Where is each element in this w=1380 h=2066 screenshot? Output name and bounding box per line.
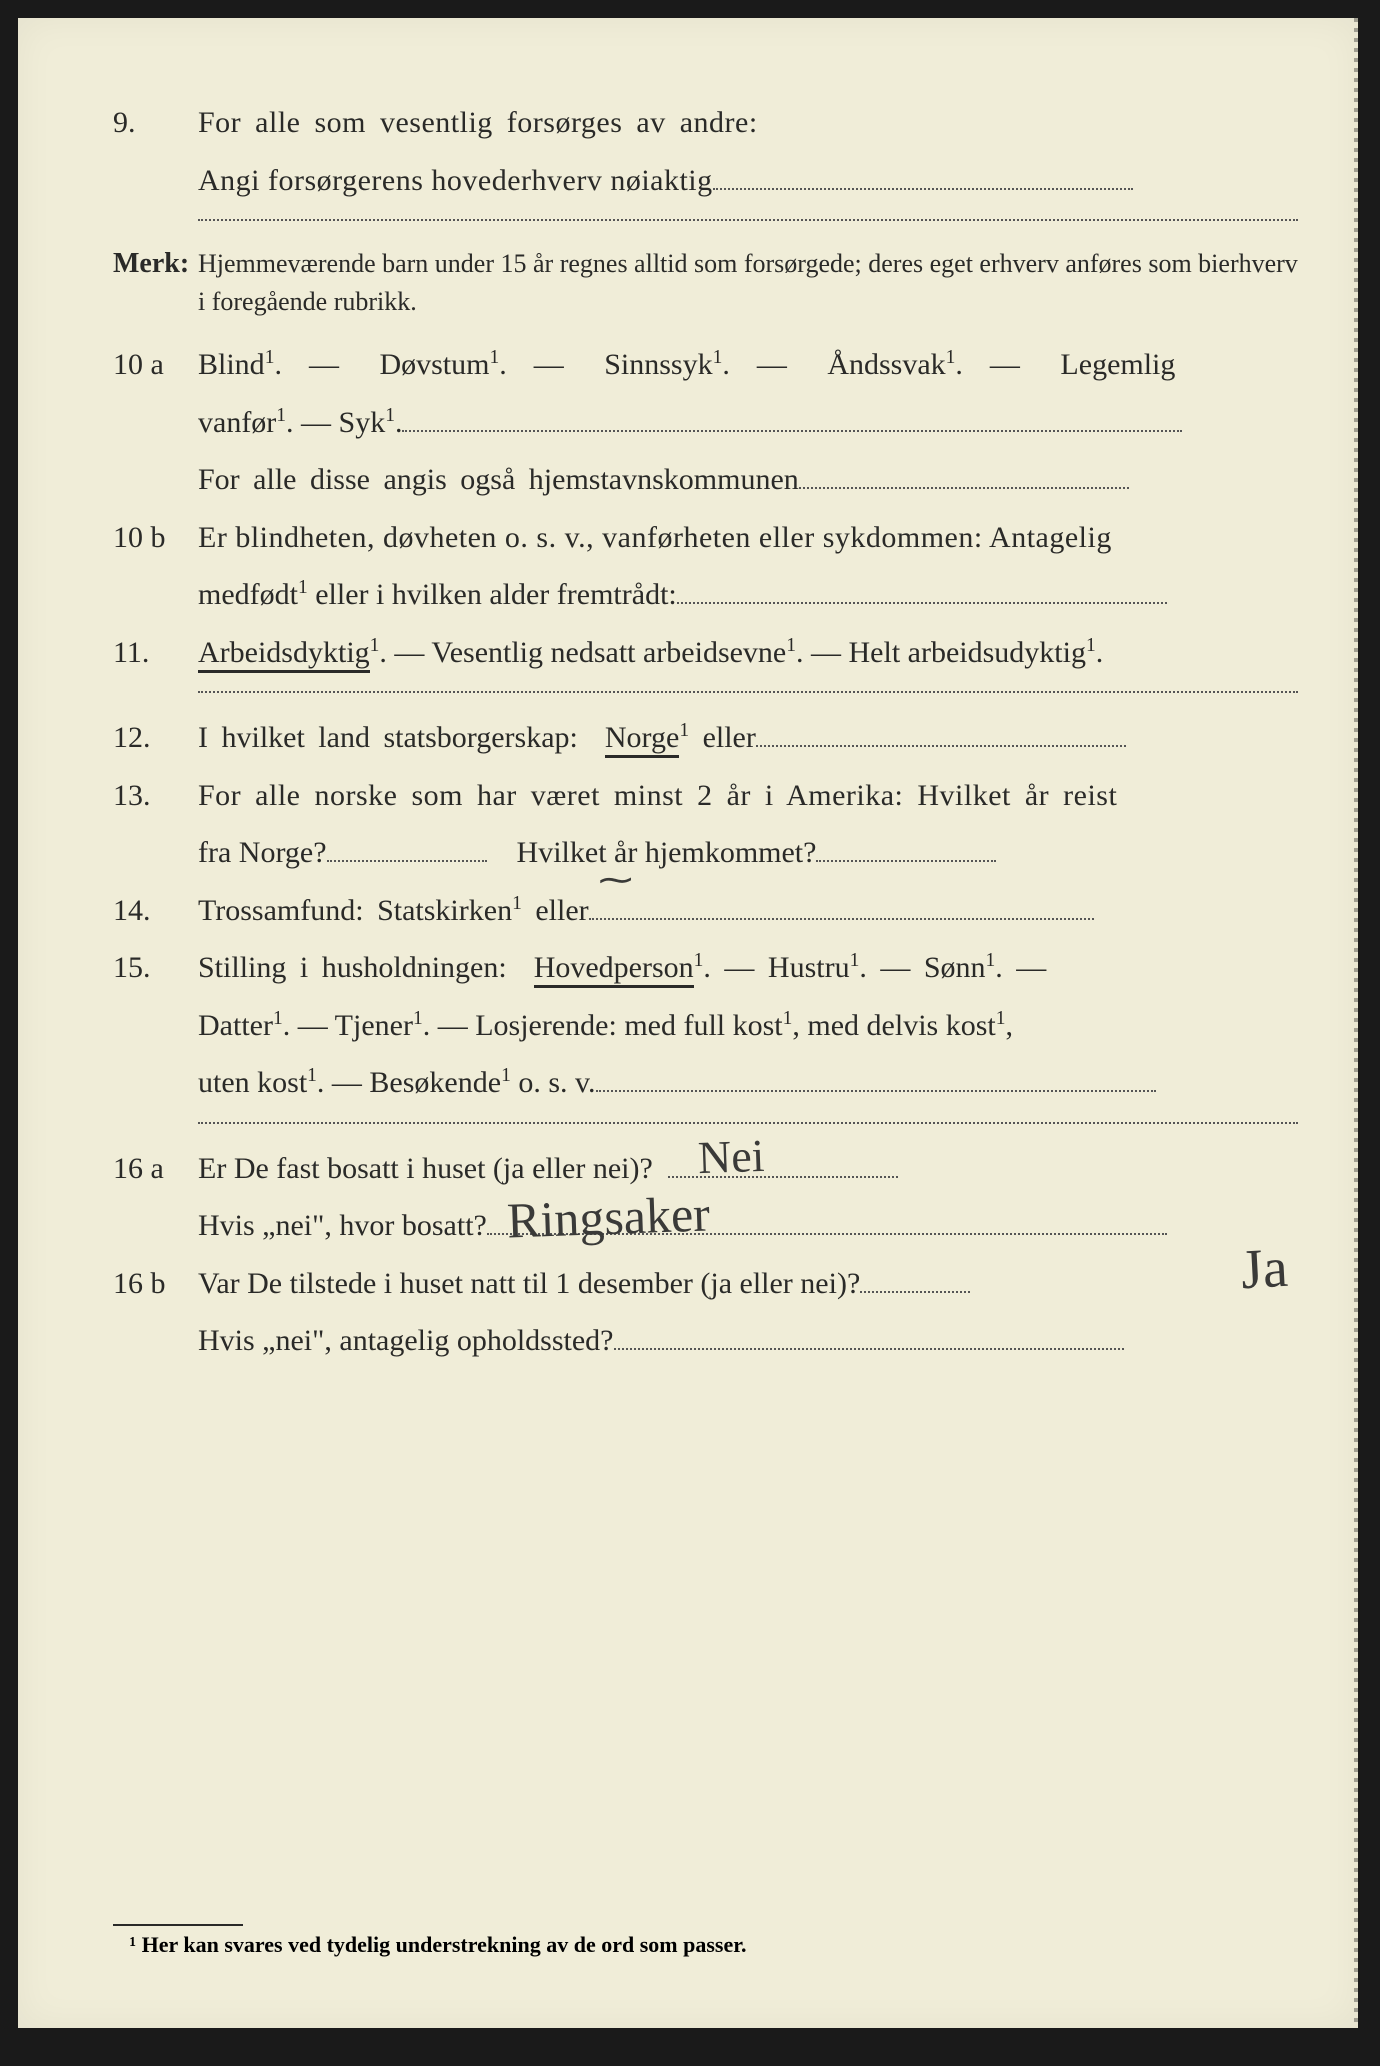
census-form-page: 9. For alle som vesentlig forsørges av a… bbox=[18, 18, 1358, 2028]
merk-label: Merk: bbox=[113, 241, 198, 287]
fill-line[interactable] bbox=[596, 1063, 1156, 1092]
form-content: 9. For alle som vesentlig forsørges av a… bbox=[113, 98, 1298, 1374]
q10b-number: 10 b bbox=[113, 513, 198, 563]
q13-line1: For alle norske som har været minst 2 år… bbox=[198, 771, 1298, 821]
handwritten-answer-16b: Ja bbox=[1239, 1222, 1290, 1317]
q11-underlined: Arbeidsdyktig bbox=[198, 636, 370, 673]
merk-note: Merk: Hjemmeværende barn under 15 år reg… bbox=[113, 241, 1298, 320]
footnote-text: ¹ Her kan svares ved tydelig understrekn… bbox=[113, 1932, 1298, 1958]
question-16b: 16 b Var De tilstede i huset natt til 1 … bbox=[113, 1259, 1298, 1309]
q10a-number: 10 a bbox=[113, 340, 198, 390]
q12-underlined: Norge bbox=[605, 721, 679, 758]
fill-line[interactable] bbox=[816, 833, 996, 862]
fill-line[interactable]: Ringsaker bbox=[487, 1206, 1167, 1235]
q15-underlined: Hovedperson bbox=[534, 951, 694, 988]
fill-line[interactable] bbox=[614, 1321, 1124, 1350]
q15-line2: Datter1. — Tjener1. — Losjerende: med fu… bbox=[113, 1001, 1298, 1051]
q10a-line2: vanfør1. — Syk1. bbox=[113, 398, 1298, 448]
q10a-line3: For alle disse angis også hjemstavnskomm… bbox=[113, 455, 1298, 505]
dotted-rule bbox=[198, 219, 1298, 221]
fill-line[interactable] bbox=[799, 460, 1129, 489]
q16a-number: 16 a bbox=[113, 1144, 198, 1194]
fill-line[interactable] bbox=[860, 1264, 970, 1293]
q9-line2-text: Angi forsørgerens hovederhverv nøiaktig bbox=[198, 164, 713, 197]
fill-line[interactable] bbox=[327, 833, 487, 862]
fill-line[interactable] bbox=[677, 575, 1167, 604]
question-12: 12. I hvilket land statsborgerskap: Norg… bbox=[113, 713, 1298, 763]
q16b-number: 16 b bbox=[113, 1259, 198, 1309]
q9-number: 9. bbox=[113, 98, 198, 148]
handwritten-mark: ⁓ bbox=[599, 853, 633, 909]
fill-line[interactable]: ⁓ bbox=[589, 891, 1094, 920]
fill-line[interactable] bbox=[756, 718, 1126, 747]
fill-line[interactable] bbox=[713, 161, 1133, 190]
question-10b: 10 b Er blindheten, døvheten o. s. v., v… bbox=[113, 513, 1298, 563]
question-13: 13. For alle norske som har været minst … bbox=[113, 771, 1298, 821]
q11-number: 11. bbox=[113, 628, 198, 678]
q9-line2-body: Angi forsørgerens hovederhverv nøiaktig bbox=[198, 156, 1298, 206]
footnote: ¹ Her kan svares ved tydelig understrekn… bbox=[113, 1924, 1298, 1958]
q15-number: 15. bbox=[113, 943, 198, 993]
q10b-line1: Er blindheten, døvheten o. s. v., vanfør… bbox=[198, 513, 1298, 563]
q10b-line2: medfødt1 eller i hvilken alder fremtrådt… bbox=[113, 570, 1298, 620]
q10a-opts: Blind1. — Døvstum1. — Sinnssyk1. — Åndss… bbox=[198, 340, 1298, 390]
question-11: 11. Arbeidsdyktig1. — Vesentlig nedsatt … bbox=[113, 628, 1298, 678]
right-perforation bbox=[1354, 18, 1362, 2028]
fill-line[interactable] bbox=[402, 403, 1182, 432]
q12-number: 12. bbox=[113, 713, 198, 763]
q15-line3: uten kost1. — Besøkende1 o. s. v. bbox=[113, 1058, 1298, 1108]
dotted-rule bbox=[198, 691, 1298, 693]
q13-number: 13. bbox=[113, 771, 198, 821]
q13-line2: fra Norge? Hvilket år hjemkommet? bbox=[113, 828, 1298, 878]
q9-line2-row: Angi forsørgerens hovederhverv nøiaktig bbox=[113, 156, 1298, 206]
question-14: 14. Trossamfund: Statskirken1 eller⁓ bbox=[113, 886, 1298, 936]
question-9: 9. For alle som vesentlig forsørges av a… bbox=[113, 98, 1298, 148]
footnote-rule bbox=[113, 1924, 243, 1926]
q16a-line2: Hvis „nei", hvor bosatt?Ringsaker bbox=[113, 1201, 1298, 1251]
question-10a: 10 a Blind1. — Døvstum1. — Sinnssyk1. — … bbox=[113, 340, 1298, 390]
question-15: 15. Stilling i husholdningen: Hovedperso… bbox=[113, 943, 1298, 993]
q14-number: 14. bbox=[113, 886, 198, 936]
merk-text: Hjemmeværende barn under 15 år regnes al… bbox=[198, 245, 1298, 320]
handwritten-answer-16a2: Ringsaker bbox=[505, 1173, 710, 1263]
q9-line1: For alle som vesentlig forsørges av andr… bbox=[198, 98, 1298, 148]
q16b-line2: Hvis „nei", antagelig opholdssted? bbox=[113, 1316, 1298, 1366]
